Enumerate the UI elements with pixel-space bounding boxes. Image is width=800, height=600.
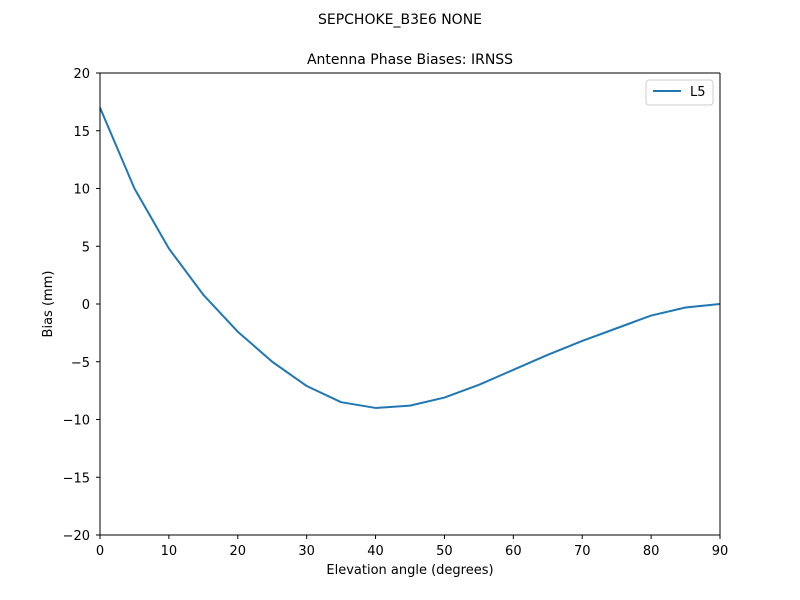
y-axis-label: Bias (mm) bbox=[41, 271, 56, 338]
y-tick-label: 10 bbox=[73, 183, 90, 198]
plot-area bbox=[100, 73, 720, 535]
x-tick-label: 20 bbox=[230, 544, 247, 559]
y-tick-label: 15 bbox=[73, 125, 90, 140]
axes-background bbox=[100, 73, 720, 535]
series-layer bbox=[99, 107, 721, 409]
x-axis-ticks: 0 10 20 30 40 50 60 70 80 90 bbox=[96, 535, 728, 559]
y-tick-label: 0 bbox=[82, 298, 90, 313]
x-tick-label: 0 bbox=[96, 544, 104, 559]
x-tick-label: 80 bbox=[643, 544, 660, 559]
y-tick-label: 20 bbox=[73, 67, 90, 82]
y-tick-label: −15 bbox=[63, 471, 90, 486]
figure-suptitle: SEPCHOKE_B3E6 NONE bbox=[318, 12, 482, 28]
series-line-l5 bbox=[99, 107, 721, 409]
y-axis-ticks: −20 −15 −10 −5 0 5 10 15 20 bbox=[63, 67, 100, 544]
x-tick-label: 40 bbox=[367, 544, 384, 559]
y-tick-label: −5 bbox=[71, 356, 90, 371]
x-tick-label: 30 bbox=[298, 544, 315, 559]
x-tick-label: 90 bbox=[712, 544, 729, 559]
axes-spines bbox=[99, 72, 721, 536]
y-tick-label: −10 bbox=[63, 414, 90, 429]
y-tick-label: −20 bbox=[63, 529, 90, 544]
legend: L5 bbox=[645, 79, 714, 106]
x-tick-label: 70 bbox=[574, 544, 591, 559]
x-tick-label: 60 bbox=[505, 544, 522, 559]
x-tick-label: 10 bbox=[161, 544, 178, 559]
legend-frame bbox=[645, 79, 714, 106]
y-tick-label: 5 bbox=[82, 240, 90, 255]
x-axis-label: Elevation angle (degrees) bbox=[326, 563, 493, 578]
legend-label-l5: L5 bbox=[690, 85, 706, 100]
chart-title: Antenna Phase Biases: IRNSS bbox=[307, 52, 513, 68]
x-tick-label: 50 bbox=[436, 544, 453, 559]
